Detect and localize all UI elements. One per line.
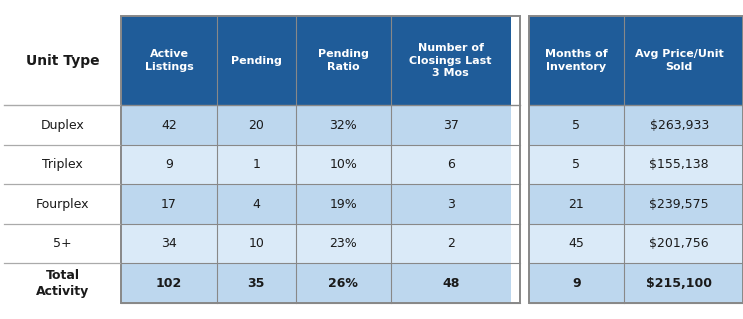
Bar [4,145,121,184]
Bar [296,224,391,263]
Text: 20: 20 [248,119,265,131]
Text: Fourplex: Fourplex [36,198,89,211]
Text: 26%: 26% [328,277,358,290]
Bar [391,184,510,224]
Text: Duplex: Duplex [41,119,84,131]
Text: $155,138: $155,138 [649,158,709,171]
Bar [391,263,510,303]
Bar [528,16,743,303]
Bar [615,145,743,184]
Bar [296,145,391,184]
Bar [121,184,217,224]
Bar [121,224,217,263]
Text: 32%: 32% [329,119,357,131]
Bar [4,263,121,303]
Bar [391,224,510,263]
Bar [121,105,217,145]
Text: 10%: 10% [329,158,357,171]
Text: 5: 5 [572,158,580,171]
Text: Unit Type: Unit Type [25,54,100,68]
Text: $239,575: $239,575 [649,198,709,211]
Text: Total
Activity: Total Activity [36,269,89,298]
Bar [296,16,391,105]
Text: Active
Listings: Active Listings [145,49,193,72]
Bar [391,105,510,145]
Text: 23%: 23% [329,237,357,250]
Text: 10: 10 [248,237,265,250]
Bar [4,16,121,105]
Text: Pending
Ratio: Pending Ratio [318,49,369,72]
Text: 5: 5 [572,119,580,131]
Text: 6: 6 [447,158,455,171]
Bar [121,263,217,303]
Text: 1: 1 [253,158,260,171]
Text: 48: 48 [442,277,459,290]
Bar [217,145,296,184]
Text: 17: 17 [161,198,177,211]
Bar [4,184,121,224]
Text: Triplex: Triplex [42,158,82,171]
Text: 2: 2 [447,237,455,250]
Bar [217,224,296,263]
Bar [528,263,624,303]
Bar [391,145,510,184]
Bar [528,224,624,263]
Bar [528,145,624,184]
Text: $215,100: $215,100 [646,277,713,290]
Bar [615,224,743,263]
Text: 102: 102 [156,277,182,290]
Bar [4,105,121,145]
Bar [528,184,624,224]
Bar [217,184,296,224]
Bar [296,184,391,224]
Text: Pending: Pending [231,56,282,66]
Bar [615,105,743,145]
Text: 34: 34 [161,237,177,250]
Text: 42: 42 [161,119,177,131]
Bar [217,263,296,303]
Bar [121,16,217,105]
Text: 4: 4 [253,198,260,211]
Text: 3: 3 [447,198,455,211]
Text: 35: 35 [247,277,265,290]
Bar [615,184,743,224]
Bar [615,16,743,105]
Text: 21: 21 [568,198,584,211]
Text: 9: 9 [572,277,581,290]
Text: 45: 45 [568,237,584,250]
Bar [528,16,624,105]
Bar [391,16,510,105]
Bar [121,145,217,184]
Bar [296,263,391,303]
Text: 5+: 5+ [53,237,72,250]
Text: $263,933: $263,933 [649,119,709,131]
Text: 9: 9 [165,158,173,171]
Bar [121,16,519,303]
Text: Months of
Inventory: Months of Inventory [545,49,608,72]
Bar [296,105,391,145]
Text: Avg Price/Unit
Sold: Avg Price/Unit Sold [635,49,724,72]
Text: $201,756: $201,756 [649,237,709,250]
Bar [217,105,296,145]
Text: 19%: 19% [329,198,357,211]
Bar [4,224,121,263]
Text: Number of
Closings Last
3 Mos: Number of Closings Last 3 Mos [409,43,492,78]
Text: 37: 37 [443,119,458,131]
Bar [217,16,296,105]
Bar [528,105,624,145]
Bar [615,263,743,303]
